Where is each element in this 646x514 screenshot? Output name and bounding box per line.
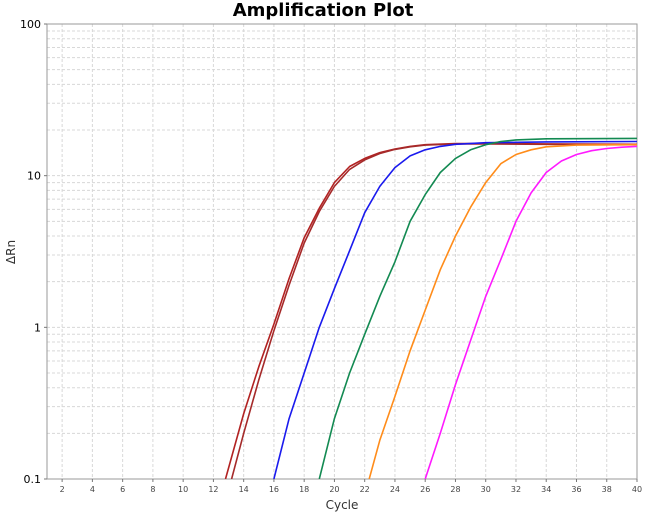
series-line-orange [368,143,637,479]
x-tick-label: 18 [299,485,309,494]
x-tick-label: 10 [178,485,188,494]
plot-frame [46,23,638,480]
x-tick-label: 40 [632,485,642,494]
chart-title: Amplification Plot [232,0,414,21]
y-tick-label: 10 [27,170,41,183]
x-tick-label: 30 [481,485,491,494]
y-tick-label: 100 [20,18,41,31]
x-tick-label: 26 [420,485,430,494]
y-axis-ticks: 0.1 1 10 100 [20,18,47,486]
x-tick-label: 20 [329,485,339,494]
x-tick-label: 8 [150,485,155,494]
series-line-blue [273,140,637,479]
series-lines [224,137,637,479]
x-tick-label: 14 [239,485,249,494]
y-tick-label: 1 [34,321,41,334]
y-tick-label: 0.1 [24,473,42,486]
x-tick-label: 6 [120,485,125,494]
x-tick-label: 4 [90,485,95,494]
x-axis-ticks: 2 4 6 8 10 12 14 16 18 20 22 24 26 28 30 32 34 36 38 40 [60,479,642,494]
x-tick-label: 22 [360,485,370,494]
x-axis-label: Cycle [326,498,359,512]
x-tick-label: 32 [511,485,521,494]
series-line-green [318,137,637,479]
x-tick-label: 38 [602,485,612,494]
x-tick-label: 24 [390,485,400,494]
x-tick-label: 36 [571,485,581,494]
x-tick-label: 28 [450,485,460,494]
x-tick-label: 34 [541,485,551,494]
series-line-magenta [424,145,637,479]
x-tick-label: 12 [208,485,218,494]
grid [47,24,637,479]
y-axis-label: ΔRn [4,240,18,264]
x-tick-label: 16 [269,485,279,494]
x-tick-label: 2 [60,485,65,494]
